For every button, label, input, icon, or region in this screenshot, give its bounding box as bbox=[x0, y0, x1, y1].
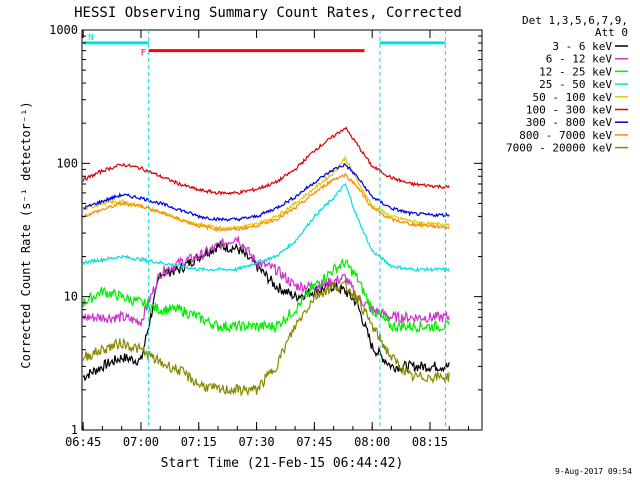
legend-header: Att 0 bbox=[595, 26, 628, 39]
flag-label: N bbox=[88, 33, 93, 43]
series-line bbox=[82, 182, 450, 273]
legend-label: 7000 - 20000 keV bbox=[506, 142, 612, 155]
x-axis-label: Start Time (21-Feb-15 06:44:42) bbox=[161, 456, 404, 471]
legend-label: 25 - 50 keV bbox=[539, 78, 612, 91]
series-line bbox=[82, 239, 450, 382]
plot-frame bbox=[81, 29, 483, 431]
series-line bbox=[83, 162, 450, 222]
legend-label: 12 - 25 keV bbox=[539, 65, 612, 78]
y-tick-label: 100 bbox=[56, 156, 78, 170]
legend-label: 800 - 7000 keV bbox=[519, 129, 612, 142]
flag-label: F bbox=[141, 49, 146, 59]
series-line bbox=[82, 126, 450, 196]
chart-title: HESSI Observing Summary Count Rates, Cor… bbox=[74, 5, 462, 21]
legend-label: 6 - 12 keV bbox=[546, 53, 613, 66]
series-line bbox=[82, 172, 450, 232]
x-tick-label: 07:00 bbox=[123, 435, 159, 449]
y-tick-label: 10 bbox=[64, 290, 78, 304]
generated-date: 9-Aug-2017 09:54 bbox=[555, 467, 632, 476]
legend-header: Det 1,3,5,6,7,9, bbox=[522, 14, 628, 27]
x-tick-label: 07:15 bbox=[181, 435, 217, 449]
series-line bbox=[82, 257, 450, 334]
x-tick-label: 06:45 bbox=[65, 435, 101, 449]
x-tick-label: 07:30 bbox=[239, 435, 275, 449]
legend-label: 3 - 6 keV bbox=[552, 40, 612, 53]
y-tick-label: 1 bbox=[71, 423, 78, 437]
legend-label: 50 - 100 keV bbox=[533, 91, 613, 104]
y-tick-label: 1000 bbox=[49, 23, 78, 37]
x-tick-label: 07:45 bbox=[296, 435, 332, 449]
x-tick-label: 08:00 bbox=[354, 435, 390, 449]
x-tick-label: 08:15 bbox=[412, 435, 448, 449]
series-line bbox=[82, 279, 450, 397]
series-line bbox=[82, 236, 450, 327]
legend-label: 100 - 300 keV bbox=[526, 104, 612, 117]
legend-label: 300 - 800 keV bbox=[526, 116, 612, 129]
y-axis-label: Corrected Count Rate (s⁻¹ detector⁻¹) bbox=[19, 101, 33, 368]
